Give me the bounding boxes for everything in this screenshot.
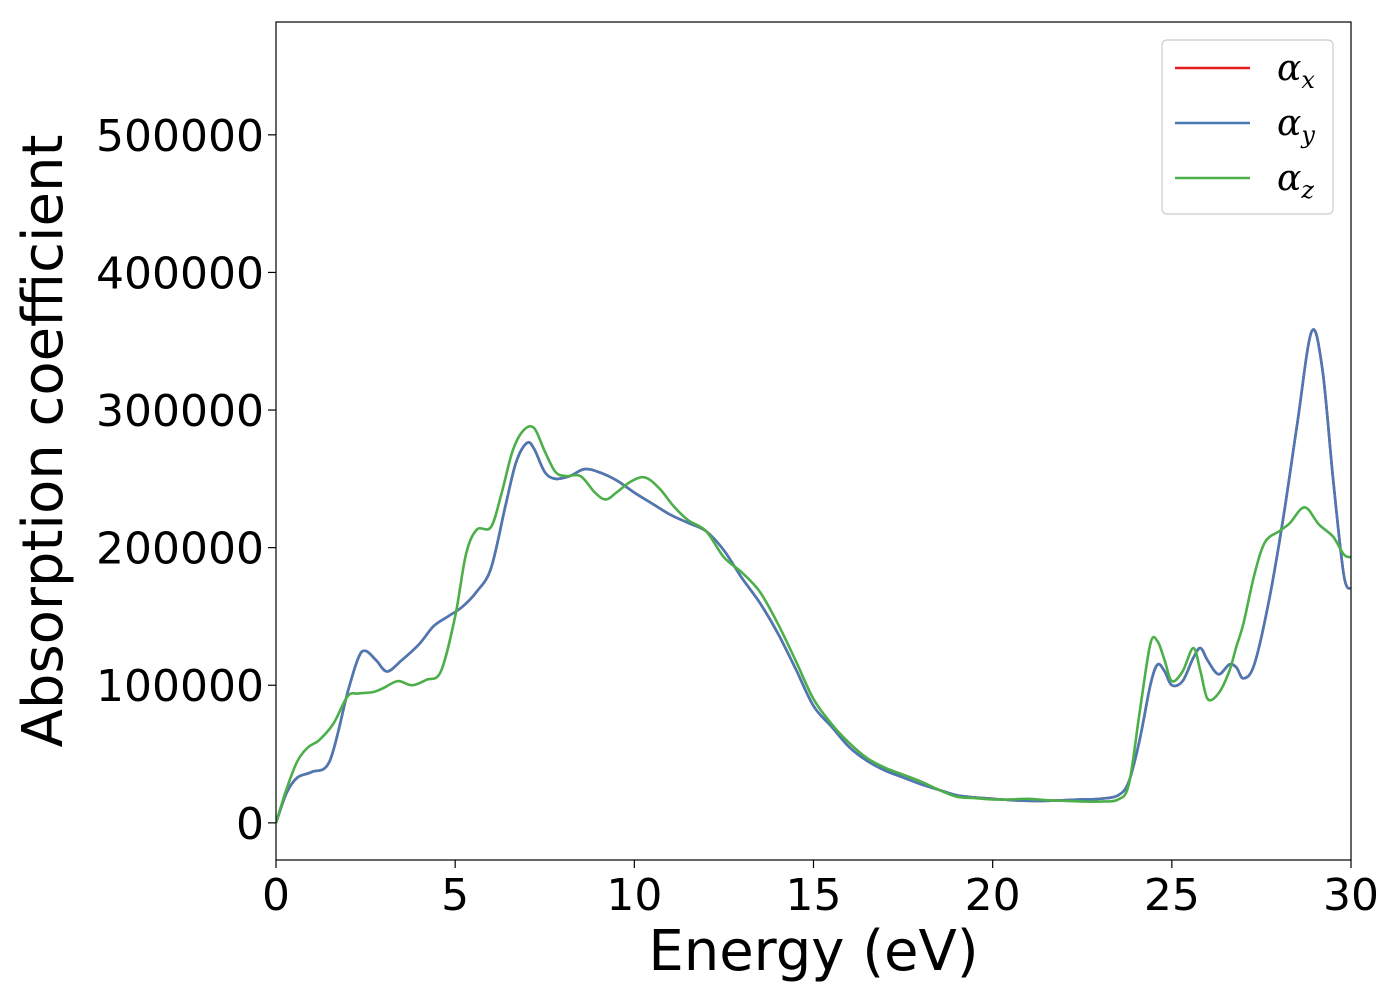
y-axis-ticks: 0 100000 200000 300000 400000 500000: [96, 111, 276, 850]
x-tick-label: 10: [606, 870, 662, 921]
x-axis-label: Energy (eV): [648, 919, 978, 984]
legend-label-z: αz: [1277, 158, 1314, 204]
x-tick-label: 20: [965, 870, 1021, 921]
y-tick-label: 500000: [96, 111, 264, 162]
y-tick-label: 200000: [96, 524, 264, 575]
x-tick-label: 30: [1323, 870, 1379, 921]
y-tick-label: 300000: [96, 386, 264, 437]
legend: αx αy αz: [1161, 39, 1334, 215]
legend-label-x: αx: [1277, 48, 1315, 94]
y-axis-label: Absorption coefficient: [11, 135, 76, 748]
legend-label-y: αy: [1277, 103, 1315, 149]
y-tick-label: 100000: [96, 661, 264, 712]
x-tick-label: 5: [441, 870, 469, 921]
x-tick-label: 15: [786, 870, 842, 921]
y-tick-label: 400000: [96, 248, 264, 299]
series-layer: [276, 328, 1351, 824]
series-line-y: [276, 328, 1351, 824]
legend-box: [1161, 39, 1334, 215]
series-line-x: [276, 328, 1351, 824]
x-axis-ticks: 0 5 10 15 20 25 30: [262, 860, 1379, 921]
y-tick-label: 0: [236, 799, 264, 850]
x-tick-label: 25: [1144, 870, 1200, 921]
x-tick-label: 0: [262, 870, 290, 921]
series-line-z: [276, 424, 1351, 824]
